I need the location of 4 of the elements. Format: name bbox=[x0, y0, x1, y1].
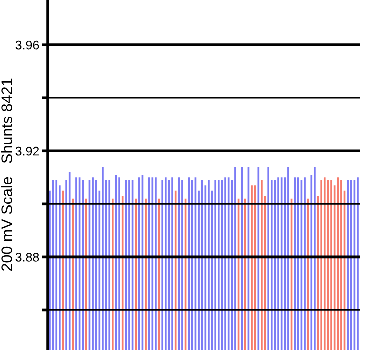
y-axis-title: 200 mV Scale Shunts 8421 bbox=[1, 78, 12, 272]
y-tick-label: 3.92 bbox=[16, 146, 40, 156]
y-tick-label: 3.96 bbox=[16, 40, 40, 50]
y-tick-label: 3.88 bbox=[16, 253, 40, 262]
